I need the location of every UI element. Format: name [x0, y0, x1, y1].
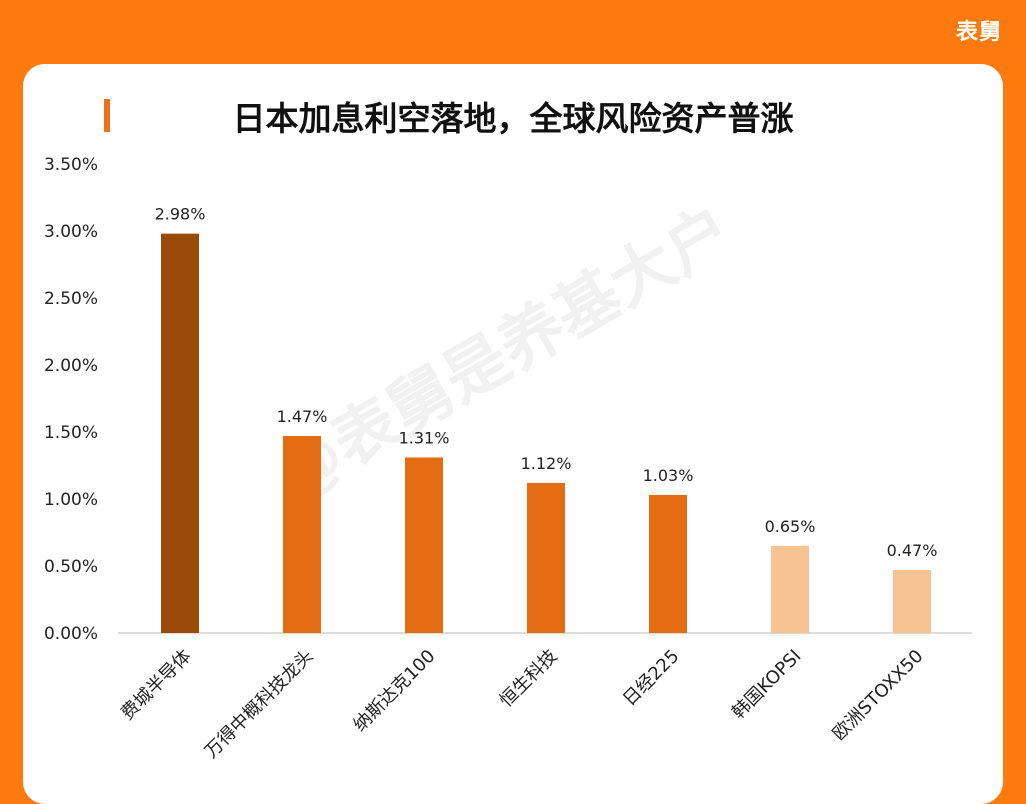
bar: [771, 545, 809, 633]
y-tick-label: 2.00%: [44, 356, 98, 376]
data-label: 1.47%: [277, 407, 328, 426]
title-accent-bar: [104, 99, 110, 132]
data-label: 2.98%: [155, 205, 206, 224]
y-tick-label: 2.50%: [44, 289, 98, 309]
data-label: 1.12%: [521, 454, 572, 473]
bar: [649, 494, 687, 633]
x-tick-label: 纳斯达克100: [349, 646, 439, 736]
brand-logo: 表舅: [955, 20, 1002, 45]
x-tick-label: 日经225: [619, 646, 684, 711]
bar: [161, 233, 199, 633]
data-label: 0.47%: [887, 541, 938, 560]
y-tick-label: 0.00%: [44, 624, 98, 644]
x-tick-label: 韩国KOPSI: [728, 646, 805, 723]
y-tick-label: 3.00%: [44, 222, 98, 242]
data-label: 1.03%: [643, 466, 694, 485]
y-tick-label: 3.50%: [44, 155, 98, 175]
bar: [527, 482, 565, 633]
data-label: 1.31%: [399, 428, 450, 447]
chart-title: 日本加息利空落地，全球风险资产普涨: [232, 99, 794, 138]
bar: [283, 436, 321, 633]
x-tick-label: 费城半导体: [117, 646, 195, 724]
x-tick-label: 恒生科技: [496, 646, 562, 712]
bar: [893, 570, 931, 633]
data-label: 0.65%: [765, 517, 816, 536]
y-tick-label: 0.50%: [44, 557, 98, 577]
y-tick-label: 1.50%: [44, 423, 98, 443]
x-tick-label: 万得中概科技龙头: [201, 646, 318, 763]
bar: [405, 457, 443, 633]
y-tick-label: 1.00%: [44, 490, 98, 510]
x-tick-label: 欧洲STOXX50: [829, 646, 928, 745]
